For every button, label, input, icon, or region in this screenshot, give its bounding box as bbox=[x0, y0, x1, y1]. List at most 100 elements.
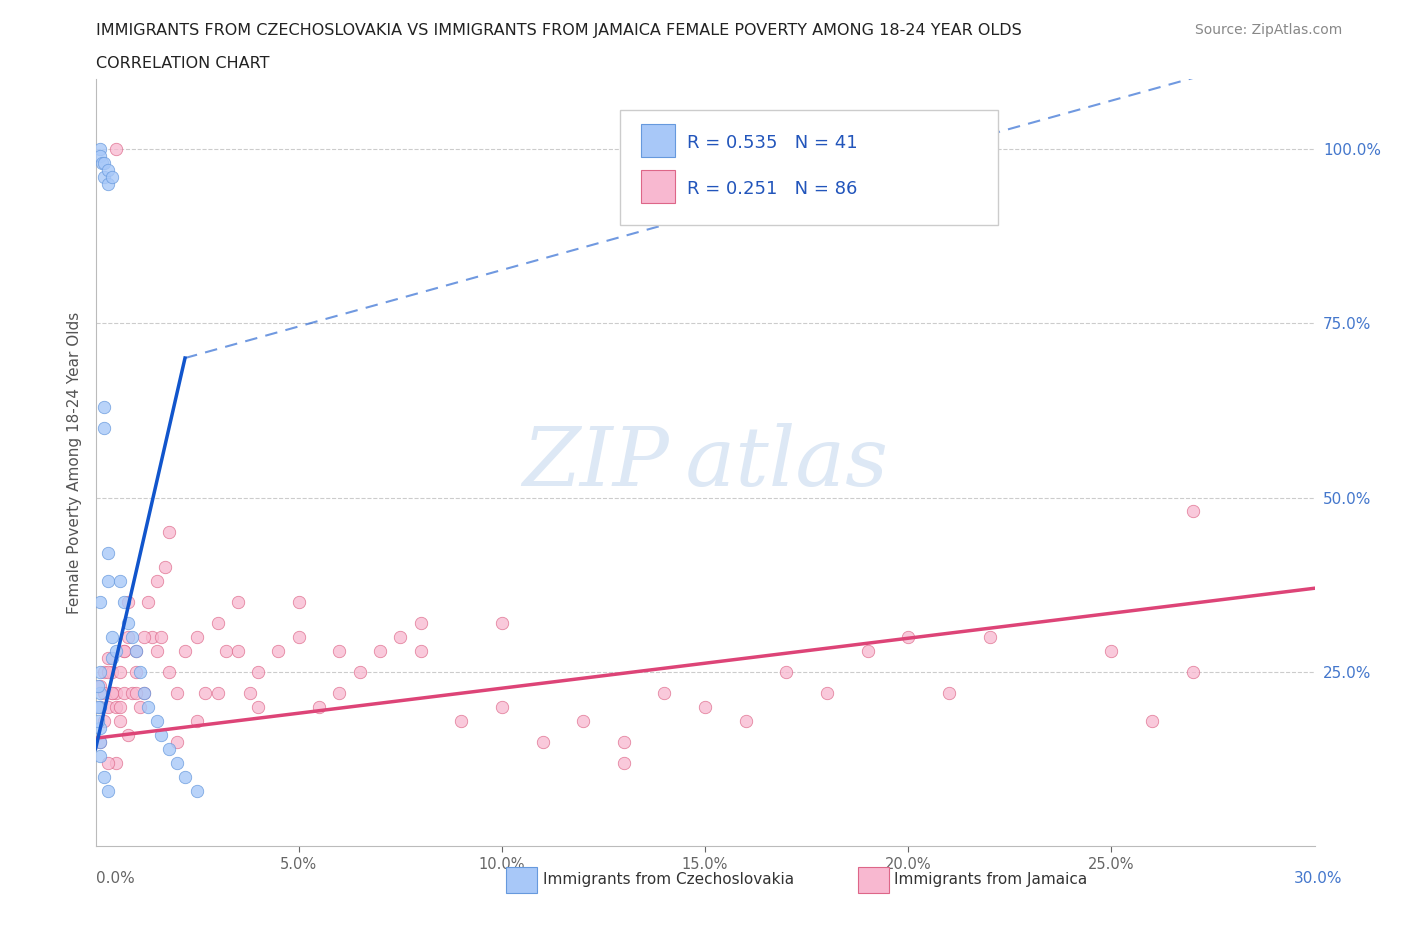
Text: Source: ZipAtlas.com: Source: ZipAtlas.com bbox=[1195, 23, 1343, 37]
Point bbox=[97, 755, 120, 770]
Point bbox=[613, 735, 636, 750]
Point bbox=[97, 651, 120, 666]
Point bbox=[101, 685, 124, 700]
Point bbox=[157, 741, 180, 756]
Point bbox=[166, 755, 188, 770]
Point bbox=[531, 735, 554, 750]
Point bbox=[695, 699, 717, 714]
Point bbox=[409, 644, 432, 658]
Point bbox=[157, 525, 180, 539]
Point bbox=[389, 630, 412, 644]
Y-axis label: Female Poverty Among 18-24 Year Olds: Female Poverty Among 18-24 Year Olds bbox=[66, 312, 82, 614]
Point bbox=[89, 735, 111, 750]
Point bbox=[125, 685, 148, 700]
Point bbox=[97, 783, 120, 798]
Point bbox=[117, 630, 139, 644]
Point bbox=[97, 163, 120, 178]
Point bbox=[174, 644, 197, 658]
Text: 30.0%: 30.0% bbox=[1295, 871, 1343, 886]
Point bbox=[101, 651, 124, 666]
Point bbox=[328, 685, 350, 700]
Point bbox=[101, 664, 124, 679]
Point bbox=[112, 644, 135, 658]
Text: IMMIGRANTS FROM CZECHOSLOVAKIA VS IMMIGRANTS FROM JAMAICA FEMALE POVERTY AMONG 1: IMMIGRANTS FROM CZECHOSLOVAKIA VS IMMIGR… bbox=[96, 23, 1021, 38]
Point bbox=[125, 644, 148, 658]
Point bbox=[267, 644, 290, 658]
Point bbox=[86, 679, 108, 694]
Point bbox=[93, 685, 115, 700]
Point bbox=[112, 595, 135, 610]
Point bbox=[450, 713, 472, 728]
FancyBboxPatch shape bbox=[641, 125, 675, 156]
Point bbox=[174, 769, 197, 784]
Point bbox=[654, 685, 676, 700]
Point bbox=[121, 685, 143, 700]
Point bbox=[89, 141, 111, 156]
Point bbox=[1181, 504, 1204, 519]
Point bbox=[186, 783, 208, 798]
Point bbox=[207, 616, 229, 631]
Point bbox=[308, 699, 330, 714]
Point bbox=[613, 755, 636, 770]
Point bbox=[149, 630, 172, 644]
Point bbox=[349, 664, 371, 679]
Point bbox=[288, 595, 311, 610]
Point bbox=[104, 141, 127, 156]
Point bbox=[104, 755, 127, 770]
Point bbox=[368, 644, 391, 658]
Point bbox=[138, 595, 160, 610]
Text: CORRELATION CHART: CORRELATION CHART bbox=[96, 56, 269, 71]
Point bbox=[97, 177, 120, 192]
Point bbox=[134, 630, 156, 644]
Point bbox=[207, 685, 229, 700]
Point bbox=[86, 699, 108, 714]
Point bbox=[145, 574, 167, 589]
Point bbox=[112, 644, 135, 658]
Point bbox=[108, 574, 131, 589]
Point bbox=[93, 155, 115, 170]
Point bbox=[89, 679, 111, 694]
Point bbox=[89, 685, 111, 700]
Point bbox=[491, 699, 513, 714]
Point bbox=[134, 685, 156, 700]
Point bbox=[129, 699, 152, 714]
Text: R = 0.251   N = 86: R = 0.251 N = 86 bbox=[686, 179, 858, 198]
Point bbox=[247, 664, 270, 679]
Point bbox=[815, 685, 838, 700]
Point bbox=[89, 720, 111, 735]
Point bbox=[108, 713, 131, 728]
Point bbox=[121, 630, 143, 644]
Point bbox=[734, 713, 756, 728]
Point bbox=[145, 644, 167, 658]
Point bbox=[97, 546, 120, 561]
Point bbox=[226, 595, 249, 610]
Point bbox=[1140, 713, 1163, 728]
Point bbox=[97, 574, 120, 589]
Point bbox=[104, 644, 127, 658]
FancyBboxPatch shape bbox=[641, 170, 675, 203]
Point bbox=[104, 699, 127, 714]
Point bbox=[138, 699, 160, 714]
Point bbox=[89, 699, 111, 714]
Text: 0.0%: 0.0% bbox=[96, 871, 135, 886]
Point bbox=[93, 769, 115, 784]
Text: Immigrants from Czechoslovakia: Immigrants from Czechoslovakia bbox=[543, 872, 794, 887]
Point bbox=[101, 630, 124, 644]
Point bbox=[117, 616, 139, 631]
Point bbox=[134, 685, 156, 700]
Point bbox=[409, 616, 432, 631]
Point bbox=[149, 727, 172, 742]
Point bbox=[89, 748, 111, 763]
Point bbox=[288, 630, 311, 644]
Point bbox=[89, 664, 111, 679]
Point bbox=[125, 664, 148, 679]
Point bbox=[97, 664, 120, 679]
Point bbox=[141, 630, 163, 644]
FancyBboxPatch shape bbox=[620, 110, 998, 225]
Point bbox=[108, 699, 131, 714]
Point bbox=[125, 644, 148, 658]
Point bbox=[166, 685, 188, 700]
Point bbox=[104, 685, 127, 700]
Point bbox=[979, 630, 1001, 644]
Point bbox=[108, 664, 131, 679]
